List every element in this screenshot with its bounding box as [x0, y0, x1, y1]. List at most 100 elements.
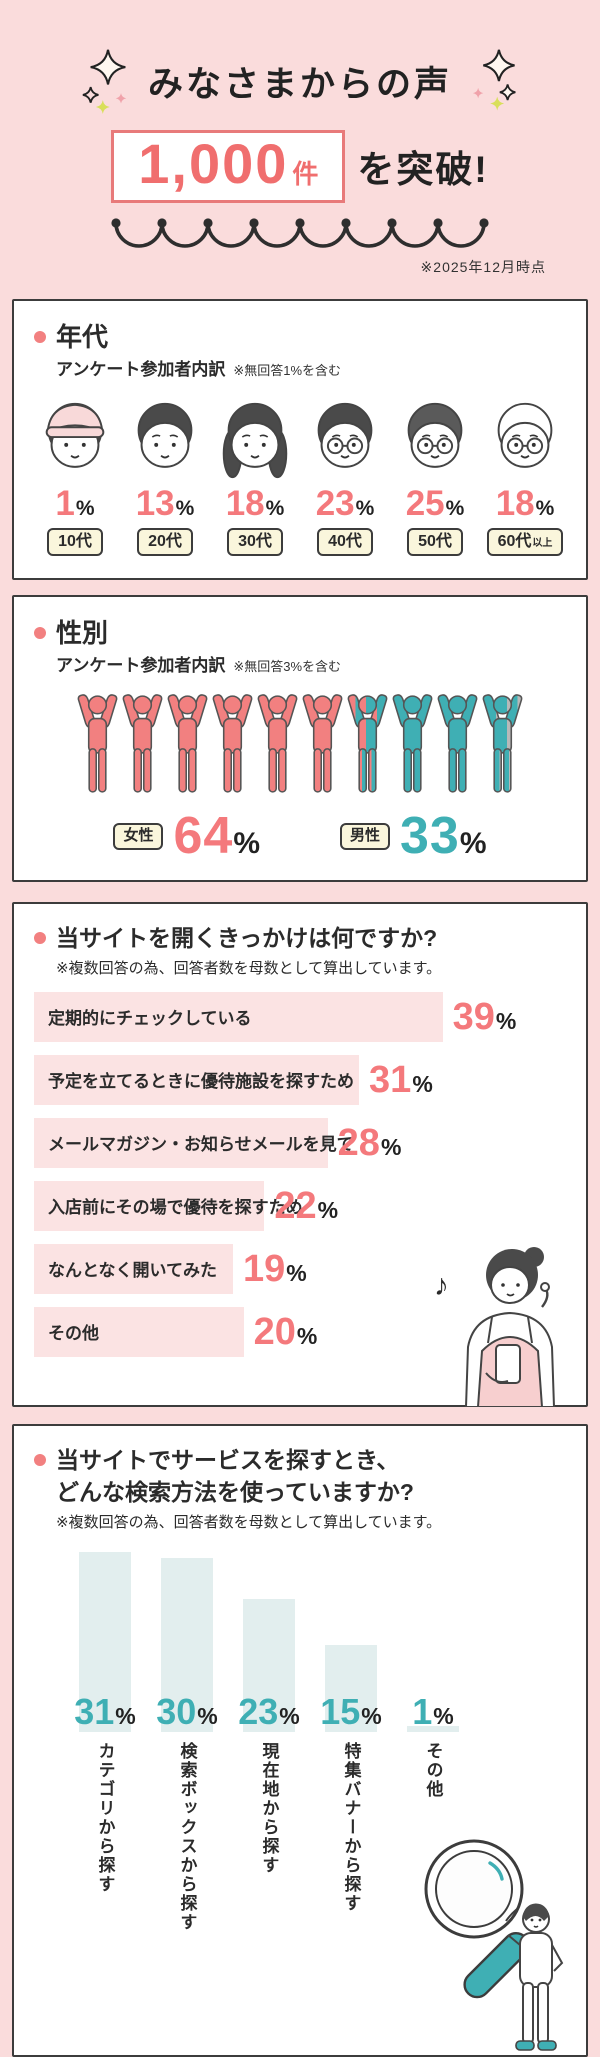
bar-percent: 23% [238, 1691, 300, 1733]
age-note: ※無回答1%を含む [233, 363, 342, 379]
face-20s-icon [122, 392, 208, 486]
trigger-bar-row: なんとなく開いてみた 19% [34, 1243, 566, 1294]
gender-subtitle: アンケート参加者内訳 [56, 656, 226, 676]
age-group: 25% 50代 [392, 392, 478, 556]
bar-label: 検索ボックスから探す [177, 1742, 197, 1933]
age-percent: 25% [405, 484, 465, 524]
scallop-divider [0, 213, 600, 255]
bar-percent: 28% [337, 1121, 402, 1164]
search-bars [64, 1550, 476, 1733]
bar-percent: 31% [74, 1691, 136, 1733]
person-figure-icon-male [436, 692, 479, 796]
face-10s-icon [32, 392, 118, 486]
bullet-icon [34, 627, 46, 640]
sparkle-left-icon [82, 44, 134, 118]
bar-label: メールマガジン・お知らせメールを見て [48, 1135, 354, 1155]
bar-label: 予定を立てるときに優待施設を探すため [48, 1072, 354, 1092]
bar-label: なんとなく開いてみた [48, 1261, 217, 1281]
age-group: 1% 10代 [32, 392, 118, 556]
age-group: 13% 20代 [122, 392, 208, 556]
gender-note: ※無回答3%を含む [233, 659, 342, 675]
bar-percent: 30% [156, 1691, 218, 1733]
age-percent: 23% [315, 484, 375, 524]
bar: メールマガジン・お知らせメールを見て [34, 1117, 354, 1168]
face-40s-icon [302, 392, 388, 486]
trigger-bar-row: メールマガジン・お知らせメールを見て 28% [34, 1117, 566, 1168]
bar-label: その他 [48, 1324, 99, 1344]
gender-figures [34, 692, 566, 796]
count-suffix: を突破! [357, 149, 489, 191]
age-group: 18% 30代 [212, 392, 298, 556]
bar-label: カテゴリから探す [95, 1742, 115, 1895]
trigger-section-heading: 当サイトを開くきっかけは何ですか? [34, 922, 566, 954]
search-bar-column [146, 1558, 228, 1733]
age-label-badge: 50代 [407, 528, 463, 556]
search-title: 当サイトでサービスを探すとき、 どんな検索方法を使っていますか? [56, 1446, 414, 1505]
bullet-icon [34, 1453, 46, 1466]
face-60s-icon [482, 392, 568, 486]
age-section-heading: 年代 [34, 323, 566, 352]
search-bar-column [310, 1645, 392, 1733]
date-note: ※2025年12月時点 [420, 258, 546, 275]
trigger-bar-row: 定期的にチェックしている 39% [34, 991, 566, 1042]
bar-percent: 19% [242, 1247, 307, 1290]
bar: 入店前にその場で優待を探すため [34, 1180, 303, 1231]
person-figure-icon-male [391, 692, 434, 796]
count-value: 1,000 [138, 132, 289, 195]
female-stat: 女性 64 % [113, 810, 260, 862]
count-unit: 件 [292, 159, 319, 189]
bar-label: 入店前にその場で優待を探すため [48, 1198, 303, 1218]
male-percent: 33 [400, 807, 460, 866]
male-stat: 男性 33 % [340, 810, 487, 862]
bar-label: 特集バナーから探す [341, 1742, 361, 1914]
age-label-badge: 10代 [47, 528, 103, 556]
bar-percent: 31% [369, 1058, 433, 1101]
person-figure-icon-female-male [346, 692, 389, 796]
bar-percent: 20% [253, 1310, 318, 1353]
female-badge: 女性 [113, 823, 164, 850]
gender-card: 性別 アンケート参加者内訳 ※無回答3%を含む [12, 594, 588, 882]
person-figure-icon-female [211, 692, 254, 796]
music-note-icon: ♪ [434, 1269, 449, 1302]
trigger-title: 当サイトを開くきっかけは何ですか? [56, 924, 438, 951]
person-figure-icon-female [301, 692, 344, 796]
bar-percent: 22% [274, 1184, 339, 1227]
trigger-bar-row: 予定を立てるときに優待施設を探すため 31% [34, 1054, 566, 1105]
age-subtitle: アンケート参加者内訳 [56, 360, 226, 380]
search-chart: 31% 30% 23% 15% 1% カテゴリから探す 検索ボックスから探す 現在地から探す… [64, 1550, 476, 2022]
gender-title: 性別 [56, 617, 109, 648]
search-section-heading: 当サイトでサービスを探すとき、 どんな検索方法を使っていますか? [34, 1444, 566, 1508]
header: みなさまからの声 1,000 件 を突破! ※2025年12月時点 [0, 0, 600, 277]
bar: 予定を立てるときに優待施設を探すため [34, 1054, 360, 1105]
bar [243, 1599, 295, 1733]
age-groups: 1% 10代 13% 20代 18% 30代 23% 40代 25% 50代 18% 60代 以上 [32, 392, 568, 556]
bullet-icon [34, 931, 46, 944]
trigger-bar-row: 入店前にその場で優待を探すため 22% [34, 1180, 566, 1231]
search-values: 31% 30% 23% 15% 1% [64, 1694, 476, 1730]
bar-label: 定期的にチェックしている [48, 1009, 252, 1029]
person-figure-icon-female [166, 692, 209, 796]
male-badge: 男性 [340, 823, 391, 850]
face-30s-icon [212, 392, 298, 486]
age-label-badge: 60代 以上 [486, 528, 564, 556]
person-figure-icon-female [121, 692, 164, 796]
percent-sign: % [233, 827, 260, 861]
page-title: みなさまからの声 [147, 64, 452, 104]
female-percent: 64 [173, 807, 234, 866]
bullet-icon [34, 331, 46, 344]
age-percent: 1% [55, 484, 95, 524]
search-bar-column [228, 1599, 310, 1733]
bar-percent: 15% [320, 1691, 382, 1733]
person-figure-icon-male-none [481, 692, 524, 796]
age-card: 年代 アンケート参加者内訳 ※無回答1%を含む 1% 10代 13% 20代 18% 30… [12, 298, 588, 580]
percent-sign: % [459, 827, 487, 861]
age-percent: 13% [135, 484, 195, 524]
person-figure-icon-female [256, 692, 299, 796]
gender-section-heading: 性別 [34, 619, 566, 648]
woman-with-phone-illustration: ♪ [430, 1243, 572, 1407]
face-50s-icon [392, 392, 478, 486]
bar [325, 1645, 377, 1733]
bar [407, 1726, 459, 1733]
trigger-bars: 定期的にチェックしている 39% 予定を立てるときに優待施設を探すため 31% メールマ… [34, 991, 566, 1357]
search-bar-column [64, 1552, 146, 1733]
